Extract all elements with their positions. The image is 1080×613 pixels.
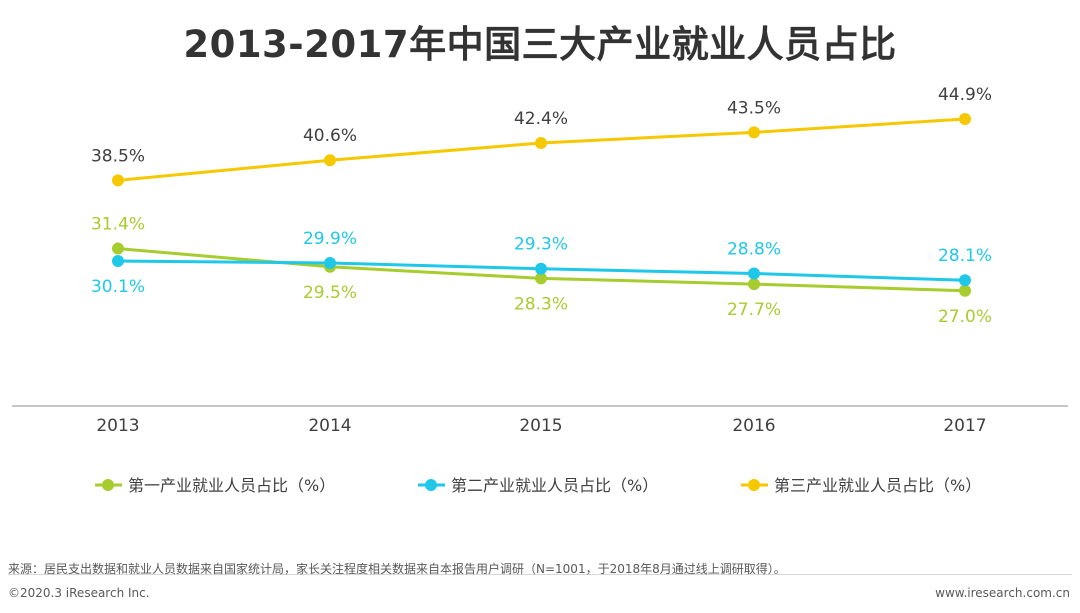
data-point-s2-2013 (112, 255, 124, 268)
data-point-s1-2016 (748, 278, 760, 291)
data-label-s2-2015: 29.3% (514, 235, 568, 255)
data-point-s3-2014 (324, 154, 336, 167)
chart-title: 2013-2017年中国三大产业就业人员占比 (183, 23, 897, 66)
legend-label-1: 第一产业就业人员占比（%） (128, 476, 335, 495)
data-label-s3-2013: 38.5% (91, 146, 145, 166)
data-label-s2-2017: 28.1% (938, 246, 992, 266)
x-tick-label-2015: 2015 (519, 416, 562, 436)
data-label-s1-2015: 28.3% (514, 294, 568, 314)
legend-label-3: 第三产业就业人员占比（%） (774, 476, 981, 495)
data-point-s1-2015 (535, 272, 547, 285)
data-label-s3-2014: 40.6% (303, 126, 357, 146)
data-label-s2-2013: 30.1% (91, 277, 145, 297)
data-label-s3-2017: 44.9% (938, 85, 992, 105)
data-label-s3-2016: 43.5% (727, 98, 781, 118)
website-text: www.iresearch.com.cn (935, 586, 1070, 600)
x-tick-label-2014: 2014 (308, 416, 351, 436)
data-label-s1-2014: 29.5% (303, 283, 357, 303)
x-tick-label-2013: 2013 (96, 416, 139, 436)
legend-marker-3 (748, 479, 760, 491)
legend-label-2: 第二产业就业人员占比（%） (451, 476, 658, 495)
data-point-s1-2013 (112, 242, 124, 255)
footer-divider (8, 574, 1072, 575)
data-label-s1-2016: 27.7% (727, 300, 781, 320)
data-point-s3-2017 (959, 112, 971, 125)
data-label-s2-2016: 28.8% (727, 240, 781, 260)
data-label-s1-2013: 31.4% (91, 215, 145, 235)
legend-marker-2 (425, 479, 437, 491)
x-tick-label-2016: 2016 (732, 416, 775, 436)
legend-marker-1 (102, 479, 114, 491)
data-point-s2-2015 (535, 262, 547, 275)
source-note: 来源：居民支出数据和就业人员数据来自国家统计局，家长关注程度相关数据来自本报告用… (8, 562, 786, 576)
data-point-s2-2014 (324, 256, 336, 269)
data-point-s2-2016 (748, 267, 760, 280)
data-point-s2-2017 (959, 274, 971, 287)
data-point-s3-2016 (748, 126, 760, 139)
data-label-s2-2014: 29.9% (303, 229, 357, 249)
copyright-text: ©2020.3 iResearch Inc. (8, 586, 150, 600)
x-tick-label-2017: 2017 (943, 416, 986, 436)
data-label-s3-2015: 42.4% (514, 109, 568, 129)
data-point-s1-2017 (959, 284, 971, 297)
data-point-s3-2015 (535, 136, 547, 149)
line-chart: 2013 2014 2015 2016 2017 31.4% 29.5% 28.3% 27.7%… (12, 85, 1068, 495)
data-point-s3-2013 (112, 174, 124, 187)
data-label-s1-2017: 27.0% (938, 307, 992, 327)
